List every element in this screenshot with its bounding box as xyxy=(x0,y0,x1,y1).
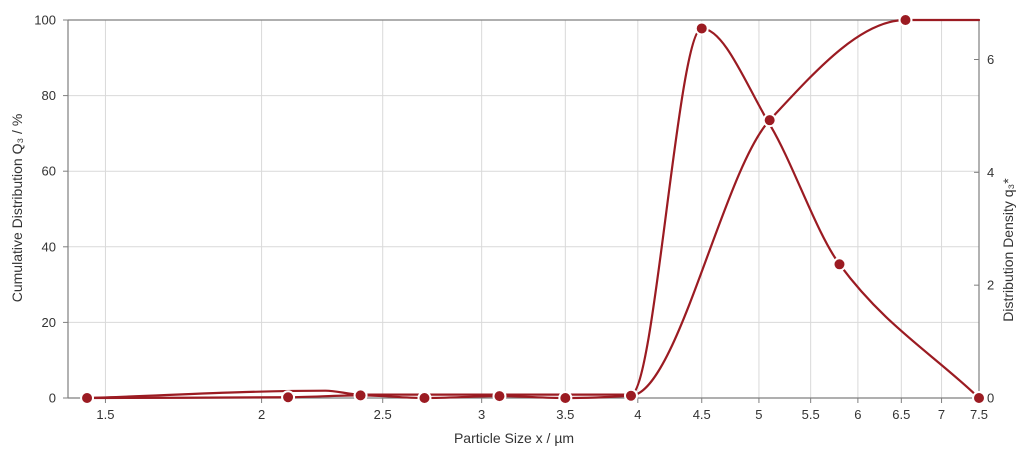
x-tick-label: 4 xyxy=(634,407,641,422)
data-point-cumulative xyxy=(417,391,432,405)
data-point-cumulative xyxy=(623,388,638,403)
grid xyxy=(68,19,980,399)
y-left-tick-label: 100 xyxy=(34,13,56,28)
x-tick-label: 7 xyxy=(938,407,945,422)
y-left-tick-label: 60 xyxy=(42,164,56,179)
y-left-tick-label: 0 xyxy=(49,391,56,406)
x-tick-label: 7.5 xyxy=(970,407,988,422)
x-tick-label: 5.5 xyxy=(802,407,820,422)
x-tick-label: 5 xyxy=(755,407,762,422)
data-point-cumulative xyxy=(898,13,913,27)
data-point-density xyxy=(694,21,709,36)
y-axis-left-title: Cumulative Distribution Q₃ / % xyxy=(9,114,25,303)
x-tick-label: 1.5 xyxy=(96,407,114,422)
data-point-cumulative xyxy=(492,389,507,404)
data-point-density xyxy=(972,391,986,405)
x-tick-label: 4.5 xyxy=(693,407,711,422)
y-right-tick-label: 2 xyxy=(987,278,994,293)
y-right-tick-label: 0 xyxy=(987,391,994,406)
y-left-tick-label: 40 xyxy=(42,239,56,254)
data-point-density xyxy=(832,257,847,272)
x-tick-label: 2.5 xyxy=(374,407,392,422)
y-right-tick-label: 6 xyxy=(987,52,994,67)
x-tick-label: 3 xyxy=(478,407,485,422)
x-tick-label: 6 xyxy=(854,407,861,422)
data-point-cumulative xyxy=(353,388,368,403)
y-right-tick-label: 4 xyxy=(987,165,994,180)
series-line-cumulative xyxy=(85,18,981,400)
series xyxy=(85,18,981,400)
axes xyxy=(63,19,980,403)
x-axis-title: Particle Size x / µm xyxy=(454,430,574,446)
data-point-cumulative xyxy=(558,391,573,405)
markers xyxy=(80,13,986,405)
labels: Particle Size x / µm Cumulative Distribu… xyxy=(9,13,1016,447)
x-tick-label: 2 xyxy=(258,407,265,422)
data-point-cumulative xyxy=(80,391,95,405)
series-line-density xyxy=(85,27,981,400)
y-axis-right-title: Distribution Density q₃* xyxy=(1000,178,1016,322)
y-left-tick-label: 80 xyxy=(42,88,56,103)
x-tick-label: 6.5 xyxy=(892,407,910,422)
data-point-cumulative xyxy=(762,113,777,128)
data-point-cumulative xyxy=(281,390,296,405)
x-tick-label: 3.5 xyxy=(556,407,574,422)
y-left-tick-label: 20 xyxy=(42,315,56,330)
